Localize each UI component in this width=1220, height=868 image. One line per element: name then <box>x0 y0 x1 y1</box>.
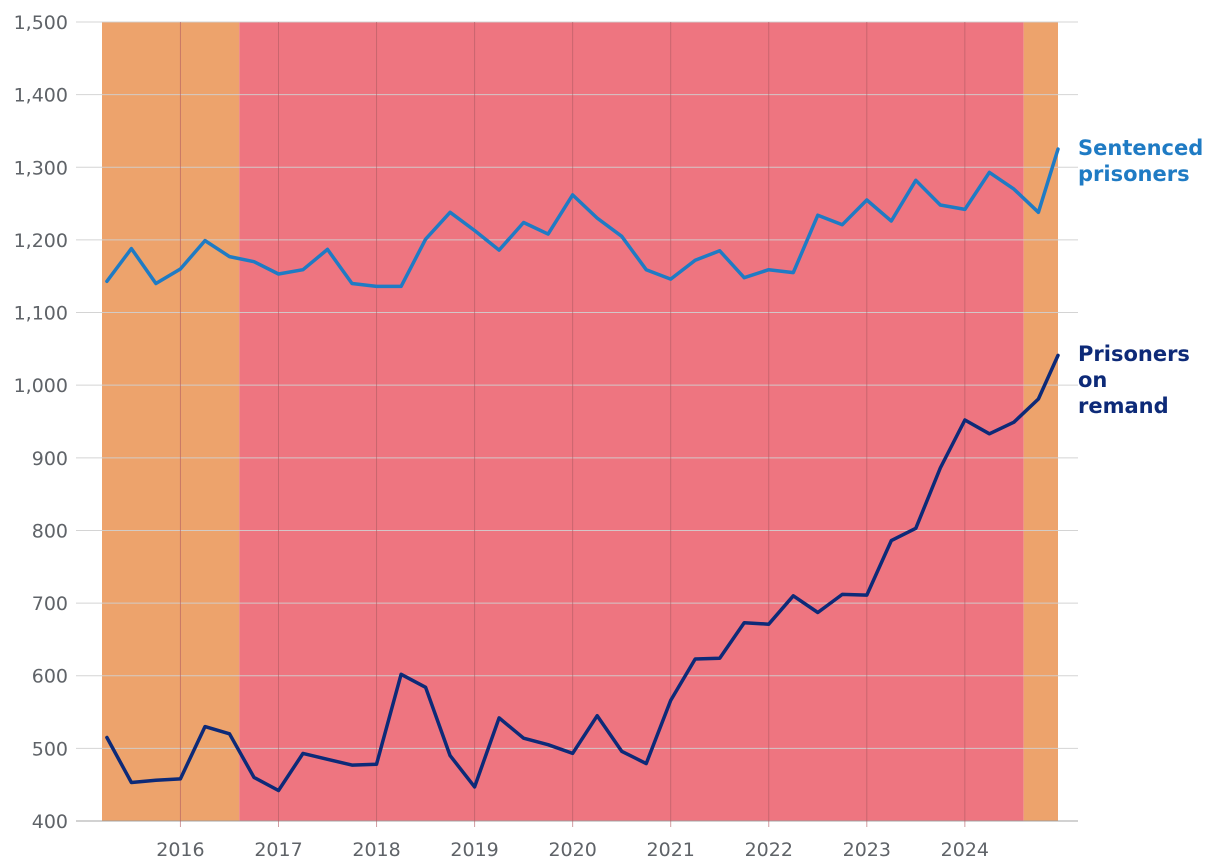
x-tick-label: 2017 <box>254 839 302 861</box>
series-lines <box>105 147 1060 793</box>
y-axis: 400 500 600 700 800 900 1,000 1,100 1,200 1,300 1,… <box>14 12 68 833</box>
x-tick-label: 2022 <box>745 839 793 861</box>
y-tick-label: 900 <box>32 448 68 470</box>
y-tick-label: 700 <box>32 593 68 615</box>
remand-label-line-2: on <box>1078 368 1107 392</box>
sentenced-label-line-2: prisoners <box>1078 162 1190 186</box>
x-tick-label: 2018 <box>352 839 400 861</box>
background-band-orange <box>1023 22 1058 821</box>
x-axis: 2016 2017 2018 2019 2020 2021 2022 2023 2024 <box>156 839 989 861</box>
x-tick-label: 2016 <box>156 839 204 861</box>
y-tick-label: 1,100 <box>14 303 68 325</box>
sentenced-label-line-1: Sentenced <box>1078 136 1203 160</box>
y-tick-label: 1,400 <box>14 85 68 107</box>
background-bands <box>102 22 1058 821</box>
sentenced-label: Sentenced prisoners <box>1078 136 1211 186</box>
x-tick-label: 2023 <box>843 839 891 861</box>
x-tick-label: 2019 <box>450 839 498 861</box>
background-band-orange <box>102 22 240 821</box>
x-tick-label: 2024 <box>941 839 989 861</box>
remand-series-line <box>105 353 1060 793</box>
y-tick-label: 800 <box>32 520 68 542</box>
y-tick-label: 1,500 <box>14 12 68 34</box>
remand-label-line-1: Prisoners <box>1078 342 1190 366</box>
y-tick-label: 1,000 <box>14 375 68 397</box>
remand-label: Prisoners on remand <box>1078 342 1197 418</box>
sentenced-series-line <box>105 147 1060 289</box>
x-tick-label: 2021 <box>647 839 695 861</box>
y-tick-label: 500 <box>32 738 68 760</box>
y-tick-label: 1,200 <box>14 230 68 252</box>
x-tick-label: 2020 <box>548 839 596 861</box>
y-tick-label: 400 <box>32 811 68 833</box>
gridlines <box>76 21 1078 822</box>
background-band-red <box>239 22 1024 821</box>
year-lines <box>179 22 966 827</box>
y-tick-label: 1,300 <box>14 157 68 179</box>
remand-label-line-3: remand <box>1078 394 1169 418</box>
y-tick-label: 600 <box>32 666 68 688</box>
